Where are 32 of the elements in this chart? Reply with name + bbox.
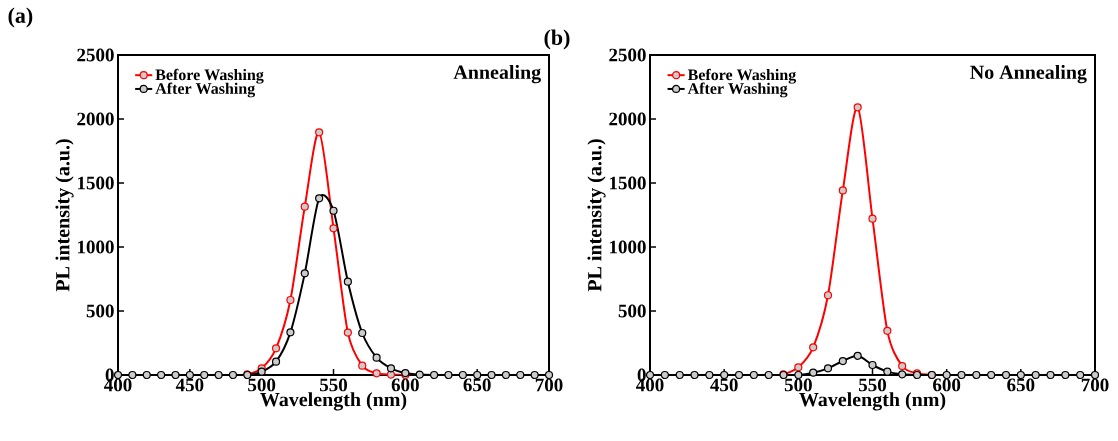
y-axis-title: PL intensity (a.u.) — [55, 139, 74, 292]
legend-label: After Washing — [687, 82, 788, 98]
text: (b) — [544, 29, 570, 50]
y-tick-label: 1000 — [78, 240, 114, 254]
y-tick-label: 2000 — [609, 112, 646, 126]
y-tick-label: 1500 — [610, 176, 646, 190]
annotation: Annealing — [453, 64, 541, 84]
x-tick-label: 650 — [463, 378, 491, 392]
x-axis-title: Wavelength (nm) — [799, 392, 946, 411]
x-tick-label: 450 — [710, 378, 738, 392]
x-tick-label: 500 — [248, 378, 276, 392]
x-tick-label: 550 — [859, 378, 887, 392]
x-tick-label: 700 — [1081, 378, 1109, 392]
y-axis-title: PL intensity (a.u.) — [587, 139, 606, 292]
y-tick-label: 2000 — [77, 112, 114, 126]
y-tick-label: 2500 — [77, 48, 114, 62]
legend-label: After Washing — [155, 82, 256, 98]
y-tick-label: 1500 — [78, 176, 114, 190]
annotation: No Annealing — [970, 64, 1087, 84]
y-tick-label: 500 — [618, 304, 646, 318]
x-tick-label: 550 — [320, 378, 348, 392]
x-tick-label: 500 — [784, 378, 812, 392]
x-tick-label: 650 — [1007, 378, 1035, 392]
text: (a) — [8, 7, 33, 28]
x-axis-title: Wavelength (nm) — [260, 392, 407, 411]
x-tick-label: 450 — [175, 378, 204, 392]
x-tick-label: 700 — [535, 378, 563, 392]
y-tick-label: 1000 — [610, 240, 646, 254]
x-tick-label: 600 — [933, 378, 961, 392]
y-tick-label: 2500 — [609, 48, 646, 62]
y-tick-label: 500 — [86, 304, 114, 318]
x-tick-label: 600 — [391, 378, 419, 392]
